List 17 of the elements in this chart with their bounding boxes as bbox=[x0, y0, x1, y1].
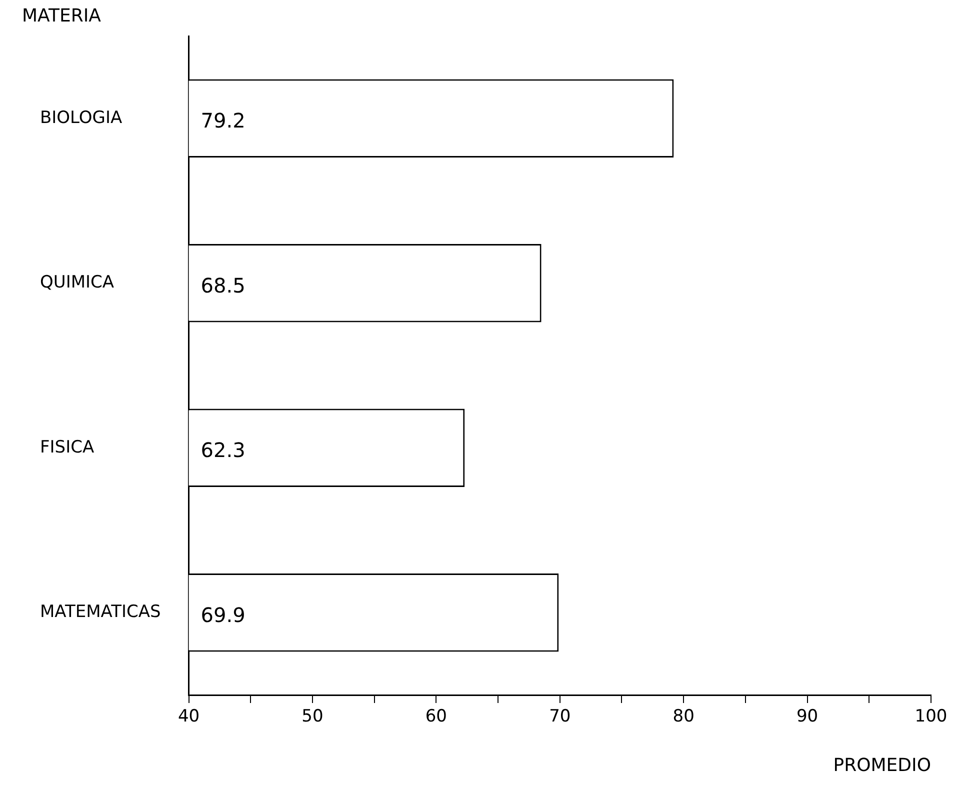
y-tick-label: QUIMICA bbox=[40, 272, 114, 293]
x-tick-label: 90 bbox=[796, 706, 818, 727]
y-tick-label: BIOLOGIA bbox=[40, 108, 122, 128]
y-tick-label: FISICA bbox=[40, 437, 94, 458]
x-tick-label: 50 bbox=[302, 706, 324, 727]
data-label: 68.5 bbox=[200, 273, 246, 298]
data-label: 62.3 bbox=[200, 438, 246, 462]
y-axis-title: MATERIA bbox=[22, 6, 102, 27]
data-label: 79.2 bbox=[200, 108, 246, 133]
y-tick-label: MATEMATICAS bbox=[40, 602, 161, 622]
x-tick-label: 100 bbox=[914, 706, 948, 727]
data-label: 69.9 bbox=[200, 602, 246, 627]
x-axis-title: PROMEDIO bbox=[833, 754, 931, 776]
x-tick-label: 40 bbox=[178, 706, 200, 727]
x-tick-label: 80 bbox=[672, 706, 694, 727]
x-tick-label: 70 bbox=[549, 706, 571, 727]
x-tick-label: 60 bbox=[425, 706, 447, 727]
